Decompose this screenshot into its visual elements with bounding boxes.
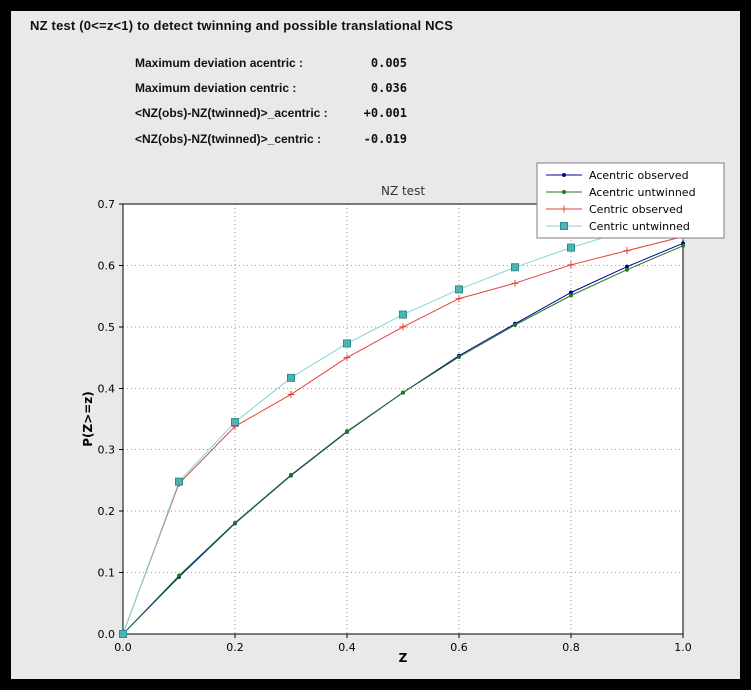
- svg-text:0.7: 0.7: [98, 198, 116, 211]
- stat-value: +0.001: [363, 106, 407, 121]
- svg-text:0.2: 0.2: [98, 505, 116, 518]
- stat-value: 0.005: [370, 55, 407, 70]
- legend-item-centric-untwinned: Centric untwinned: [546, 220, 690, 233]
- svg-text:Acentric observed: Acentric observed: [589, 169, 689, 182]
- legend-item-centric-observed: Centric observed: [546, 203, 683, 216]
- svg-text:Centric observed: Centric observed: [589, 203, 683, 216]
- stat-label: Maximum deviation acentric :: [135, 55, 304, 70]
- series-acentric-untwinned: [121, 243, 685, 636]
- stats-block: Maximum deviation acentric : 0.005 Maxim…: [135, 50, 407, 152]
- svg-text:0.6: 0.6: [98, 259, 116, 272]
- stat-label: <NZ(obs)-NZ(twinned)>_acentric :: [135, 106, 328, 121]
- stat-row-max-dev-centric: Maximum deviation centric : 0.036: [135, 75, 407, 100]
- svg-text:0.1: 0.1: [98, 567, 116, 580]
- svg-text:1.0: 1.0: [674, 641, 692, 654]
- stat-label: Maximum deviation centric :: [135, 81, 297, 96]
- axis-ticks: [119, 203, 684, 638]
- svg-text:Acentric untwinned: Acentric untwinned: [589, 186, 696, 199]
- x-axis-label: Z: [399, 651, 408, 665]
- stat-row-max-dev-acentric: Maximum deviation acentric : 0.005: [135, 50, 407, 75]
- stat-value: 0.036: [370, 81, 407, 96]
- legend-item-acentric-untwinned: Acentric untwinned: [546, 186, 696, 199]
- svg-text:0.4: 0.4: [98, 382, 116, 395]
- tick-labels: 0.0 0.2 0.4 0.6 0.8 1.0 0.0 0.1 0.2 0.3 0.4 0.5 0.6 0…: [98, 198, 692, 654]
- legend: Acentric observed Acentric untwinned Centr…: [536, 162, 725, 239]
- page-title: NZ test (0<=z<1) to detect twinning and …: [30, 18, 454, 33]
- svg-text:0.2: 0.2: [226, 641, 244, 654]
- svg-text:0.4: 0.4: [338, 641, 356, 654]
- svg-text:0.0: 0.0: [98, 628, 116, 641]
- svg-text:Centric untwinned: Centric untwinned: [589, 220, 690, 233]
- y-axis-label: P(Z>=z): [81, 391, 95, 447]
- svg-text:0.0: 0.0: [114, 641, 132, 654]
- stat-value: -0.019: [363, 131, 407, 146]
- plot-frame: [122, 203, 684, 635]
- chart-title: NZ test: [381, 184, 425, 198]
- legend-item-acentric-observed: Acentric observed: [546, 169, 689, 182]
- svg-text:0.8: 0.8: [562, 641, 580, 654]
- plot-area: [123, 204, 683, 634]
- stat-row-mean-dev-acentric: <NZ(obs)-NZ(twinned)>_acentric : +0.001: [135, 101, 407, 126]
- stat-label: <NZ(obs)-NZ(twinned)>_centric :: [135, 131, 322, 146]
- svg-text:0.3: 0.3: [98, 444, 116, 457]
- svg-text:0.5: 0.5: [98, 321, 116, 334]
- stat-row-mean-dev-centric: <NZ(obs)-NZ(twinned)>_centric : -0.019: [135, 126, 407, 151]
- svg-text:0.6: 0.6: [450, 641, 468, 654]
